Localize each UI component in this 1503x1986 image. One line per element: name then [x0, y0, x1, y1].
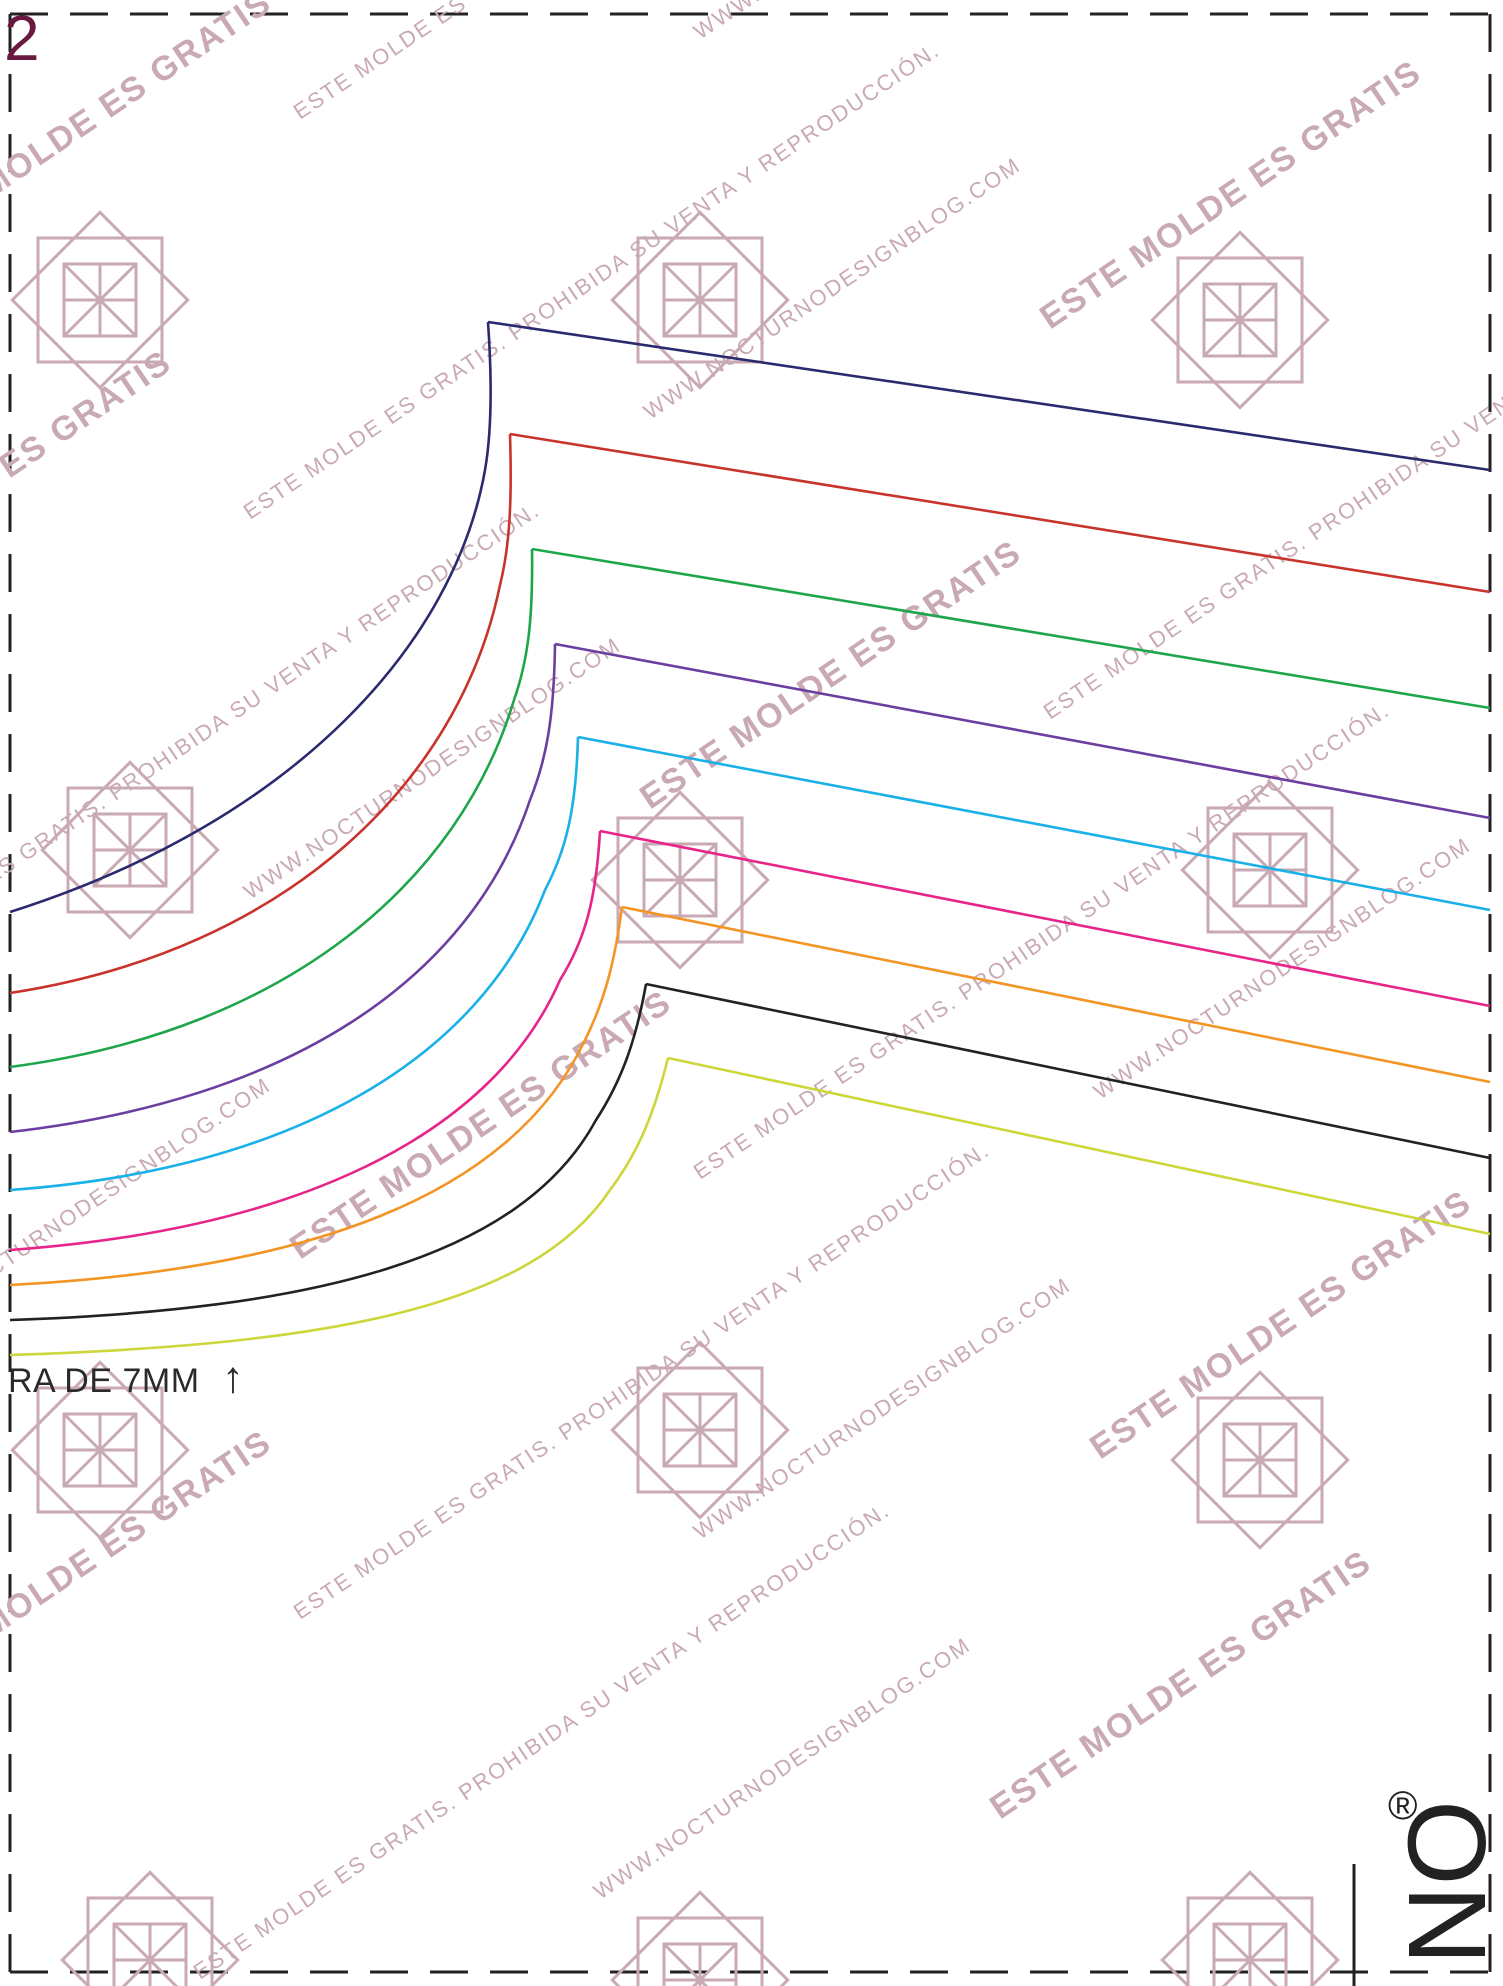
size-line-4	[554, 642, 1491, 820]
geometric-star-watermark-icon	[1170, 1370, 1350, 1550]
geometric-star-watermark-icon	[610, 1890, 790, 1986]
geometric-star-watermark-icon	[40, 760, 220, 940]
watermark-text: ESTE MOLDE ES GRATIS	[0, 1423, 279, 1707]
watermark-text: ESTE MOLDE ES GRATIS	[283, 983, 678, 1267]
watermark-text: WWW.NOCTURNODESIGNBLOG.COM	[0, 1072, 275, 1344]
watermark-text: ESTE MOLDE ES GRATIS	[1033, 53, 1428, 337]
size-line-8-curve	[9, 983, 648, 1322]
size-line-2-curve	[9, 433, 512, 995]
registered-mark: ®	[1388, 1784, 1418, 1828]
size-line-3	[531, 547, 1491, 710]
geometric-star-watermark-icon	[590, 790, 770, 970]
geometric-star-watermark-icon	[1160, 1870, 1340, 1986]
geometric-star-watermark-icon	[1180, 780, 1360, 960]
size-line-4-curve	[9, 643, 557, 1134]
size-line-7	[621, 905, 1491, 1084]
watermark-text: ESTE MOLDE ES GRATIS	[0, 0, 279, 267]
size-line-6-curve	[9, 830, 602, 1252]
watermark-text: ESTE MOLDE ES GRATIS. PROHIBIDA SU VENTA…	[189, 1497, 894, 1984]
watermark-text: WWW.NOCTURNODESIGNBLOG.COM	[689, 0, 1075, 44]
cut-border	[8, 12, 1492, 1974]
up-arrow-icon: ↑	[222, 1353, 244, 1402]
page-number: 2	[4, 2, 40, 74]
size-line-1-curve	[9, 321, 492, 914]
size-line-5-curve	[9, 736, 580, 1192]
watermark-text: ESTE MOLDE ES GRATIS. PROHIBIDA SU VENTA…	[1039, 237, 1503, 724]
watermark-text: ESTE MOLDE ES GRATIS	[983, 1543, 1378, 1827]
geometric-star-watermark-icon	[1150, 230, 1330, 410]
watermark-text: ESTE MOLDE ES GRATIS. PROHIBIDA SU VENTA…	[289, 0, 994, 124]
geometric-star-watermark-icon	[610, 210, 790, 390]
size-line-9-curve	[9, 1057, 670, 1357]
size-line-7-curve	[9, 906, 624, 1287]
geometric-star-watermark-icon	[610, 1340, 790, 1520]
size-line-6	[599, 829, 1491, 1008]
size-line-1	[487, 320, 1491, 472]
size-line-5	[577, 735, 1491, 912]
geometric-star-watermark-icon	[10, 1360, 190, 1540]
watermark-text: ESTE MOLDE ES GRATIS	[0, 343, 179, 627]
brand-logo-fragment: NO	[1386, 1800, 1503, 1965]
size-line-8	[645, 982, 1491, 1160]
seam-allowance-note: RA DE 7MM	[8, 1362, 200, 1400]
size-line-2	[509, 432, 1491, 594]
geometric-star-watermark-icon	[10, 210, 190, 390]
size-line-3-curve	[9, 548, 534, 1069]
geometric-star-watermark-icon	[60, 1870, 240, 1986]
size-lines	[9, 320, 1491, 1357]
size-line-9	[667, 1056, 1491, 1236]
